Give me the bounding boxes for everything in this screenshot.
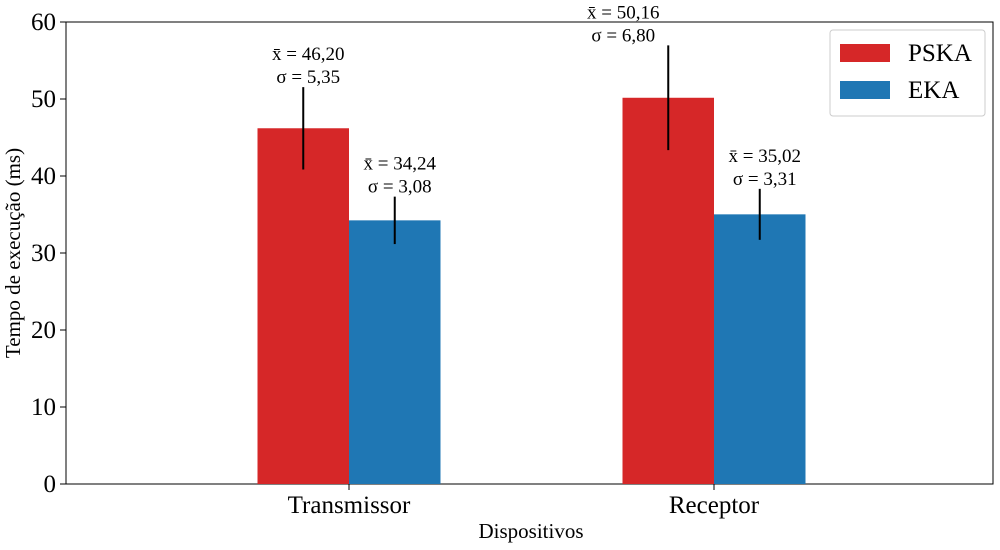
bar-eka [349,220,441,485]
y-tick-label: 20 [31,317,56,344]
y-tick-label: 0 [44,471,57,498]
bar-eka [714,214,806,484]
sd-annotation: σ = 5,35 [276,67,340,88]
legend-label-eka: EKA [908,77,959,104]
y-tick-label: 40 [31,163,56,190]
legend: PSKA EKA [829,29,986,117]
plot-area: 0 10 20 30 40 50 60 Transmissor x̄ = 46,20σ = 5,… [31,2,994,519]
sd-annotation: σ = 3,31 [733,169,797,190]
sd-annotation: σ = 6,80 [591,25,655,46]
y-axis-title: Tempo de execução (ms) [1,148,25,358]
y-tick-label: 50 [31,86,56,113]
mean-annotation: x̄ = 46,20 [272,44,344,65]
y-tick-label: 10 [31,394,56,421]
legend-label-pska: PSKA [908,40,972,67]
x-axis-title: Dispositivos [478,519,583,543]
legend-swatch-eka [840,81,890,99]
x-tick-label: Receptor [669,492,760,519]
sd-annotation: σ = 3,08 [368,177,432,198]
y-tick-label: 60 [31,9,56,36]
bar-pska [622,97,714,484]
mean-annotation: x̄ = 35,02 [729,146,801,167]
bar-pska [257,128,349,484]
legend-swatch-pska [840,44,890,62]
mean-annotation: x̄ = 34,24 [364,154,437,175]
mean-annotation: x̄ = 50,16 [587,2,659,23]
y-tick-label: 30 [31,240,56,267]
x-tick-label: Transmissor [288,492,411,519]
